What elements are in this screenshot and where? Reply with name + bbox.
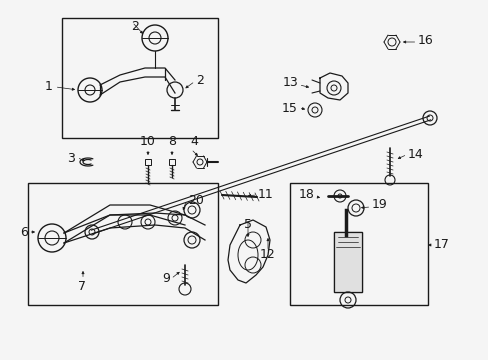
Bar [333,232,361,292]
Text: 19: 19 [371,198,387,211]
Text: 12: 12 [260,248,275,261]
Text: 7: 7 [78,280,86,293]
Bar [145,159,151,165]
Text: 5: 5 [244,218,251,231]
Text: 11: 11 [258,189,273,202]
Text: 6: 6 [20,225,28,238]
Bar [28,183,218,305]
Text: 16: 16 [417,33,433,46]
Text: 2: 2 [196,73,203,86]
Bar [333,232,361,292]
Text: 18: 18 [299,189,314,202]
Text: 14: 14 [407,148,423,162]
Text: 8: 8 [168,135,176,148]
Text: 1: 1 [45,81,53,94]
Text: 2: 2 [131,20,139,33]
Bar [62,18,218,138]
Text: 3: 3 [67,152,75,165]
Text: 15: 15 [282,102,297,114]
Text: 13: 13 [282,77,297,90]
Bar [289,183,427,305]
Text: 10: 10 [140,135,156,148]
Text: 9: 9 [162,271,170,284]
Text: 20: 20 [187,194,203,207]
Text: 4: 4 [190,135,198,148]
Bar [169,159,175,165]
Text: 17: 17 [433,238,449,252]
